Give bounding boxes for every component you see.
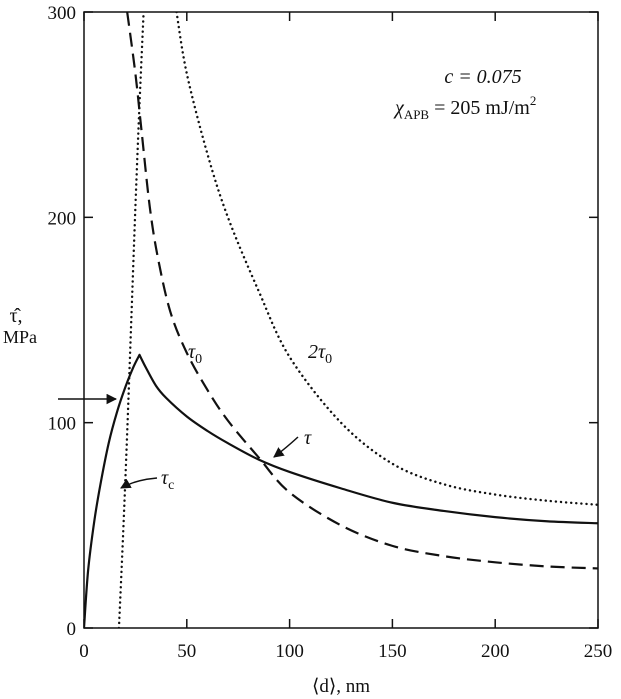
x-tick-label: 200 <box>481 641 510 662</box>
series-layer <box>84 12 598 628</box>
param-chi-sub: APB <box>404 107 430 122</box>
series-line-tau0 <box>126 12 598 570</box>
y-tick-label: 300 <box>48 3 77 24</box>
label-tau-main: τ <box>304 427 312 449</box>
label-tau0-sub: 0 <box>195 352 202 367</box>
y-axis-unit: MPa <box>3 327 37 347</box>
series-line-2tau0 <box>175 12 598 506</box>
series-line-tau <box>84 353 598 628</box>
param-c: c = 0.075 <box>444 66 521 88</box>
y-axis-symbol: τ̂, <box>9 305 22 327</box>
label-tau0-main: τ <box>188 341 196 363</box>
plot-frame <box>83 11 599 629</box>
x-tick-label: 50 <box>177 641 196 662</box>
y-tick-label: 200 <box>48 208 77 229</box>
x-tick-label: 100 <box>275 641 304 662</box>
label-tau: τ <box>304 427 312 449</box>
label-tauc: τc <box>161 467 174 493</box>
label-tauc-main: τ <box>161 467 169 489</box>
param-chi: χAPB = 205 mJ/m2 <box>393 93 536 122</box>
ticks <box>83 11 599 629</box>
arrow-tauc <box>120 477 158 489</box>
label-2tau0: 2τ0 <box>308 341 332 367</box>
x-tick-label: 250 <box>584 641 613 662</box>
label-tauc-sub: c <box>168 478 174 493</box>
y-tick-label: 100 <box>48 414 77 435</box>
arrow-tau <box>273 436 299 458</box>
x-axis-label: ⟨d⟩, nm <box>312 676 370 697</box>
param-chi-symbol: χ <box>393 97 405 119</box>
label-tau0: τ0 <box>188 341 202 367</box>
x-tick-label: 150 <box>378 641 407 662</box>
y-tick-label: 0 <box>67 619 77 640</box>
series-line-tauc <box>117 12 145 628</box>
param-chi-sup: 2 <box>530 93 537 108</box>
x-tick-label: 0 <box>79 641 89 662</box>
param-chi-value: = 205 mJ/m <box>429 97 530 119</box>
label-2tau0-main: 2τ <box>308 341 326 363</box>
label-2tau0-sub: 0 <box>325 352 332 367</box>
